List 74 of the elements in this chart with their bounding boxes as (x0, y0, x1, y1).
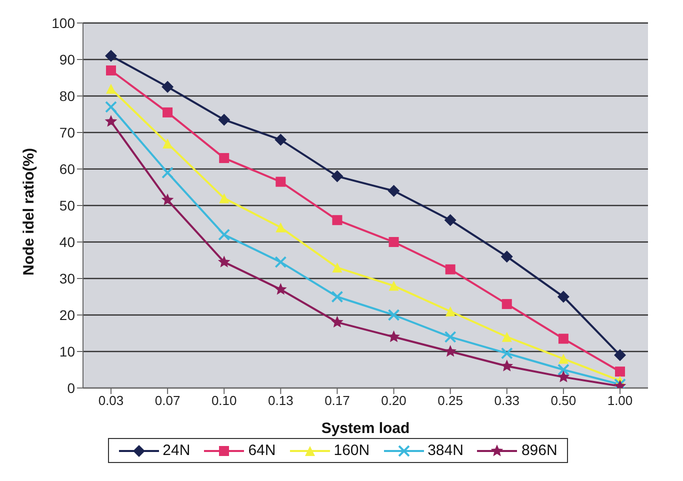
point (500, 347, 513, 360)
point (162, 166, 174, 179)
point (615, 366, 625, 377)
legend-label: 160N (334, 442, 370, 459)
y-tick-label: 100 (52, 14, 76, 31)
point (218, 228, 230, 241)
point (388, 280, 399, 291)
legend-label: 24N (162, 442, 190, 459)
point (219, 193, 230, 204)
point (388, 237, 399, 247)
point (388, 330, 400, 342)
point (614, 349, 626, 362)
x-tick-label: 0.17 (324, 393, 350, 408)
point (104, 115, 118, 127)
y-tick-label: 40 (59, 234, 76, 250)
x-tick-label: 1.00 (607, 393, 633, 408)
y-axis-title: Node idel ratio(%) (20, 148, 38, 276)
point (558, 354, 568, 364)
point (388, 309, 400, 321)
point (162, 138, 173, 148)
point (274, 134, 287, 146)
point (445, 306, 456, 316)
x-tick-label: 0.10 (211, 393, 237, 408)
point (331, 316, 344, 328)
point (162, 107, 173, 118)
point (218, 114, 230, 126)
point (332, 215, 342, 226)
x-tick-label: 0.50 (550, 393, 576, 408)
y-tick-label: 80 (59, 88, 76, 104)
point (274, 256, 287, 268)
y-tick-label: 20 (59, 306, 76, 323)
point (331, 170, 344, 182)
y-tick-label: 30 (59, 270, 76, 286)
point (558, 334, 568, 344)
point (218, 256, 230, 268)
y-tick-label: 10 (59, 343, 76, 360)
legend-label: 64N (248, 442, 276, 459)
point (106, 65, 116, 76)
point (219, 153, 230, 164)
y-tick-label: 0 (67, 380, 76, 396)
point (274, 282, 287, 295)
point (105, 50, 117, 62)
point (276, 176, 286, 187)
legend-label: 384N (428, 442, 464, 459)
point (331, 290, 344, 303)
point (162, 80, 174, 93)
y-tick-label: 70 (59, 124, 76, 140)
x-tick-label: 0.33 (494, 393, 520, 408)
point (444, 330, 456, 343)
point (444, 345, 457, 357)
point (557, 290, 570, 303)
x-tick-label: 0.25 (438, 393, 463, 408)
point (502, 299, 512, 310)
x-tick-label: 0.03 (98, 393, 124, 408)
point (557, 364, 570, 376)
point (105, 100, 117, 113)
x-axis-title: System load (321, 420, 410, 437)
point (445, 264, 456, 274)
point (106, 84, 116, 94)
point (444, 214, 456, 226)
legend-label: 896N (521, 442, 558, 459)
y-tick-label: 60 (59, 160, 76, 177)
point (276, 222, 286, 232)
x-tick-label: 0.07 (154, 393, 180, 408)
x-tick-label: 0.13 (268, 393, 294, 408)
point (332, 262, 342, 273)
point (500, 250, 513, 263)
point (502, 332, 512, 342)
x-tick-label: 0.20 (381, 393, 406, 408)
point (557, 370, 570, 382)
point (388, 184, 400, 197)
point (161, 194, 174, 206)
y-tick-label: 50 (59, 197, 76, 214)
y-tick-label: 90 (59, 51, 76, 68)
